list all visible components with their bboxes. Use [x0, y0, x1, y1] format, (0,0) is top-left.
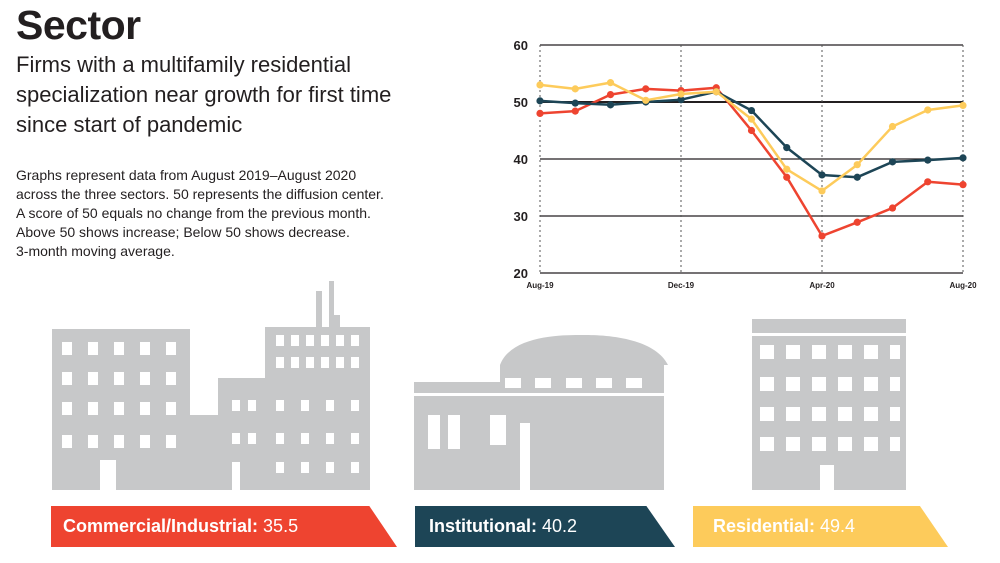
institutional-data-point — [818, 171, 826, 179]
institutional-data-point — [747, 106, 756, 115]
y-tick-label: 50 — [514, 95, 528, 110]
subtitle-line: since start of pandemic — [16, 112, 243, 137]
subtitle-line: Firms with a multifamily residential — [16, 52, 351, 77]
residential-banner-value: 49.4 — [820, 516, 856, 536]
x-tick-label: Apr-20 — [809, 281, 835, 290]
institutional-data-point — [959, 154, 967, 162]
commercial-banner-value: 35.5 — [263, 516, 299, 536]
institutional-banner: Institutional: 40.2 — [415, 506, 675, 547]
page-title: Sector — [16, 2, 141, 48]
institutional-series-line — [539, 90, 964, 179]
commercial-data-point — [924, 178, 932, 186]
commercial-data-point — [853, 218, 861, 226]
residential-data-point — [606, 79, 615, 87]
residential-data-point — [642, 96, 650, 104]
institutional-banner-value: 40.2 — [541, 516, 578, 536]
residential-banner: Residential: 49.4 — [693, 506, 948, 547]
notes-line: Graphs represent data from August 2019–A… — [16, 167, 357, 183]
institutional-data-point — [924, 156, 932, 164]
commercial-data-point — [642, 85, 650, 93]
institutional-data-point — [783, 144, 791, 152]
commercial-data-point — [818, 232, 826, 240]
chart-notes: Graphs represent data from August 2019–A… — [16, 166, 476, 261]
institutional-data-point — [571, 99, 579, 107]
institutional-building-icon — [414, 334, 668, 490]
y-tick-label: 60 — [514, 38, 528, 53]
residential-banner-label: Residential: — [713, 516, 816, 536]
institutional-data-point — [888, 158, 897, 166]
residential-data-point — [712, 88, 720, 96]
commercial-banner-label: Commercial/Industrial: — [63, 516, 259, 536]
notes-line: Above 50 shows increase; Below 50 shows … — [16, 224, 350, 240]
notes-line: 3-month moving average. — [16, 243, 175, 259]
commercial-data-point — [959, 181, 967, 189]
commercial-data-point — [747, 126, 756, 135]
y-tick-label: 30 — [514, 209, 528, 224]
institutional-banner-label: Institutional: — [429, 516, 537, 536]
notes-line: A score of 50 equals no change from the … — [16, 205, 371, 221]
residential-data-point — [783, 165, 791, 173]
y-tick-label: 20 — [514, 266, 528, 281]
residential-data-point — [536, 81, 544, 89]
commercial-building-icon — [52, 281, 370, 490]
institutional-data-point — [853, 173, 861, 181]
residential-data-point — [959, 101, 967, 110]
subtitle: Firms with a multifamily residential spe… — [16, 50, 476, 140]
notes-line: across the three sectors. 50 represents … — [16, 186, 384, 202]
institutional-data-point — [606, 101, 615, 109]
residential-data-point — [818, 187, 826, 195]
commercial-data-point — [536, 109, 544, 117]
x-tick-label: Aug-20 — [949, 281, 977, 290]
residential-data-point — [888, 122, 897, 131]
residential-data-point — [924, 106, 932, 114]
residential-building-icon — [752, 319, 906, 490]
commercial-data-point — [606, 90, 615, 99]
x-tick-label: Dec-19 — [668, 281, 695, 290]
commercial-data-point — [783, 173, 791, 181]
commercial-data-point — [571, 107, 579, 115]
residential-data-point — [571, 85, 579, 93]
commercial-data-point — [888, 204, 897, 212]
building-illustrations — [52, 281, 906, 490]
y-tick-label: 40 — [514, 152, 528, 167]
x-tick-label: Aug-19 — [526, 281, 554, 290]
residential-data-point — [853, 161, 861, 169]
residential-data-point — [747, 115, 756, 123]
institutional-data-point — [677, 96, 685, 104]
line-chart: 20 30 40 50 60 Aug-19 Dec-19 Apr-20 Aug-20 — [514, 38, 978, 290]
residential-data-point — [677, 90, 685, 98]
commercial-banner: Commercial/Industrial: 35.5 — [51, 506, 397, 547]
institutional-data-point — [536, 97, 544, 105]
subtitle-line: specialization near growth for first tim… — [16, 82, 392, 107]
